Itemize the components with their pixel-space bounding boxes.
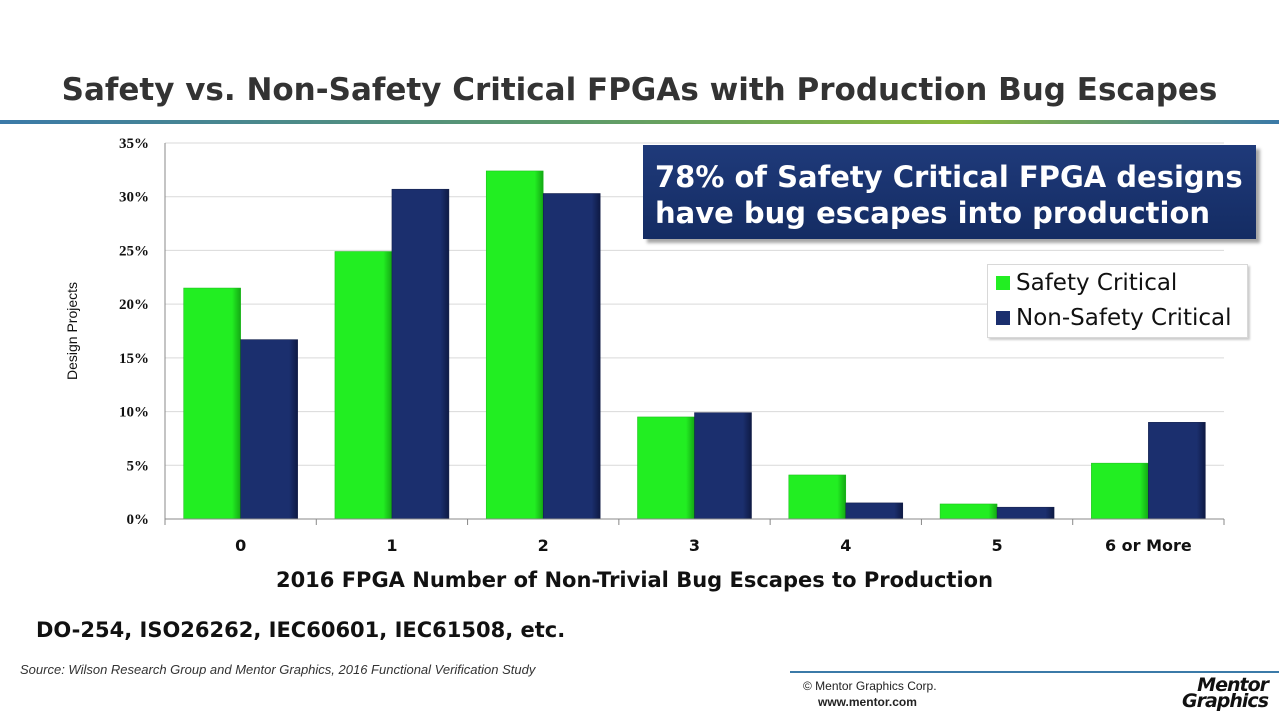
footer-divider xyxy=(790,671,1279,673)
x-tick-label: 2 xyxy=(538,536,549,555)
bar-safety xyxy=(637,416,695,520)
standards-note: DO-254, ISO26262, IEC60601, IEC61508, et… xyxy=(36,618,566,642)
source-note: Source: Wilson Research Group and Mentor… xyxy=(20,662,536,677)
bar-non-safety xyxy=(240,339,298,520)
bar-safety xyxy=(334,251,393,520)
legend-item-non-safety: Non-Safety Critical xyxy=(996,305,1231,331)
bar-safety xyxy=(1091,462,1149,520)
bar-non-safety xyxy=(996,506,1055,520)
x-axis-label: 2016 FPGA Number of Non-Trivial Bug Esca… xyxy=(276,568,993,592)
mentor-graphics-logo: Mentor Graphics xyxy=(1168,674,1269,712)
copyright-text: © Mentor Graphics Corp. xyxy=(803,679,937,693)
y-tick-label: 0% xyxy=(127,512,150,528)
x-tick-label: 6 or More xyxy=(1105,536,1192,555)
callout-line-2: have bug escapes into production xyxy=(655,196,1211,230)
y-tick-label: 5% xyxy=(127,458,150,474)
y-tick-label: 10% xyxy=(119,405,149,421)
y-tick-label: 25% xyxy=(119,243,149,259)
x-tick-label: 3 xyxy=(689,536,700,555)
bar-safety xyxy=(788,474,847,520)
logo-line-1: Mentor xyxy=(1197,674,1269,696)
legend-swatch-safety xyxy=(996,276,1010,290)
legend-label-non-safety: Non-Safety Critical xyxy=(1016,305,1232,331)
title-divider xyxy=(0,120,1279,124)
x-tick-label: 4 xyxy=(840,536,851,555)
y-tick-label: 20% xyxy=(119,297,149,313)
legend-label-safety: Safety Critical xyxy=(1016,270,1178,296)
slide-title: Safety vs. Non-Safety Critical FPGAs wit… xyxy=(61,72,1218,108)
y-tick-label: 30% xyxy=(119,190,149,206)
bar-non-safety xyxy=(542,193,601,520)
chart-legend: Safety Critical Non-Safety Critical xyxy=(987,264,1248,338)
legend-item-safety: Safety Critical xyxy=(996,270,1177,296)
bar-non-safety xyxy=(391,188,450,520)
bar-non-safety xyxy=(845,502,904,520)
bar-non-safety xyxy=(1148,422,1206,520)
legend-swatch-non-safety xyxy=(996,311,1010,325)
website-link[interactable]: www.mentor.com xyxy=(818,695,917,709)
bar-safety xyxy=(939,503,998,520)
callout-line-1: 78% of Safety Critical FPGA designs xyxy=(655,160,1243,194)
bar-safety xyxy=(183,287,241,520)
x-tick-label: 5 xyxy=(992,536,1003,555)
x-tick-label: 0 xyxy=(235,536,246,555)
x-tick-label: 1 xyxy=(386,536,397,555)
logo-line-2: Graphics xyxy=(1182,690,1269,712)
bar-safety xyxy=(485,170,544,520)
callout-box: 78% of Safety Critical FPGA designs have… xyxy=(643,145,1256,239)
y-tick-label: 15% xyxy=(119,351,149,367)
y-axis-label: Design Projects xyxy=(64,282,80,380)
bar-non-safety xyxy=(694,412,752,520)
y-tick-label: 35% xyxy=(119,136,149,152)
